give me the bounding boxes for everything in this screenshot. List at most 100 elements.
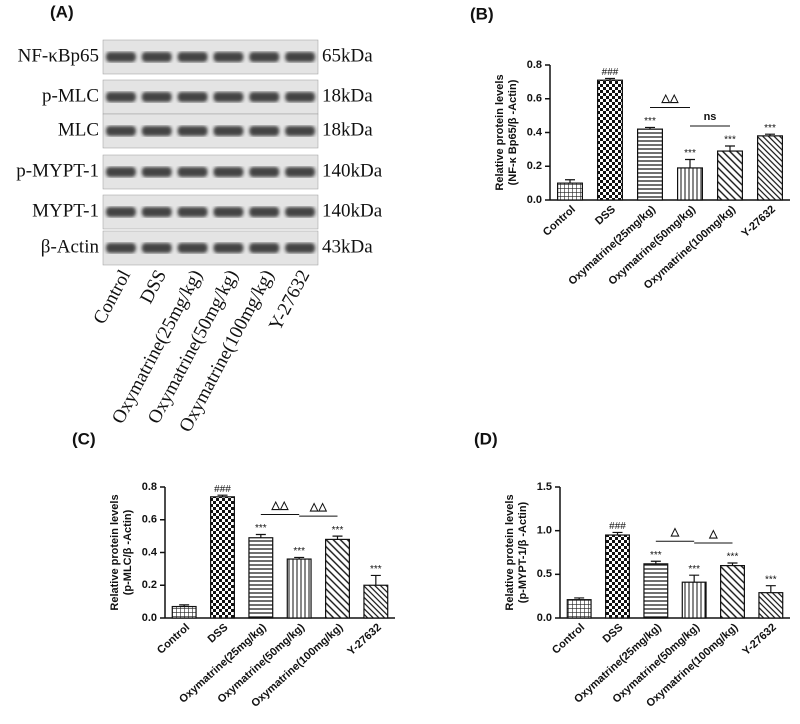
y-axis-title: (p-MLC/β -Actin): [122, 509, 134, 595]
panel-label: (D): [474, 429, 498, 448]
significance-label: ***: [684, 148, 696, 159]
bar: [605, 534, 630, 619]
significance-label: ***: [293, 546, 305, 557]
band: [141, 92, 172, 102]
x-tick-label: Y-27632: [345, 621, 383, 657]
protein-label: MYPT-1: [32, 200, 99, 221]
significance-label: ***: [765, 574, 777, 585]
band: [177, 167, 208, 177]
band: [177, 126, 208, 136]
y-axis-title: Relative protein levels: [504, 494, 516, 610]
y-axis-title: (NF-κ Bp65/β -Actin): [507, 79, 519, 185]
bar: [248, 537, 274, 619]
bar: [681, 581, 707, 619]
y-tick-label: 0.2: [142, 579, 157, 591]
x-tick-label: DSS: [593, 203, 618, 227]
y-tick-label: 0.2: [527, 160, 542, 172]
bar: [720, 564, 745, 619]
error-bar: [612, 531, 623, 536]
bar: [596, 79, 623, 201]
blot-strip: [102, 194, 319, 230]
size-label: 140kDa: [322, 200, 383, 221]
y-tick-label: 1.5: [537, 481, 552, 493]
protein-label: MLC: [58, 119, 99, 140]
bar: [756, 135, 783, 201]
band: [285, 207, 315, 217]
comparison-label: △△: [309, 501, 327, 513]
comparison-label: △: [708, 528, 718, 540]
band: [106, 126, 136, 136]
size-label: 140kDa: [322, 160, 383, 181]
blot-strip: [102, 154, 319, 190]
error-bar: [689, 574, 700, 583]
size-label: 18kDa: [322, 85, 373, 106]
error-bar: [255, 533, 266, 538]
significance-label: ***: [370, 564, 382, 575]
band: [213, 92, 244, 102]
error-bar: [725, 145, 735, 152]
band: [141, 167, 172, 177]
band: [141, 52, 172, 62]
y-axis-title: (p-MYPT-1/β -Actin): [517, 501, 529, 603]
y-axis-title: Relative protein levels: [109, 494, 121, 610]
band: [285, 167, 315, 177]
bar: [171, 605, 197, 619]
band: [213, 207, 244, 217]
band: [177, 207, 208, 217]
band: [249, 126, 280, 136]
band: [249, 92, 280, 102]
band: [249, 243, 280, 253]
band: [285, 126, 315, 136]
comparison-label: △: [670, 526, 680, 538]
y-axis-title: Relative protein levels: [494, 74, 506, 190]
band: [285, 243, 315, 253]
band: [249, 167, 280, 177]
band: [106, 52, 136, 62]
band: [141, 207, 172, 217]
error-bar: [650, 560, 661, 564]
panel-label: (A): [50, 2, 74, 21]
lane-label: DSS: [136, 267, 171, 308]
bar: [636, 128, 663, 201]
band: [177, 92, 208, 102]
panel-label: (B): [470, 4, 494, 23]
band: [285, 52, 315, 62]
comparison-label: ns: [704, 111, 717, 123]
error-bar: [574, 597, 585, 600]
band: [106, 243, 136, 253]
band: [285, 92, 315, 102]
y-tick-label: 0.0: [537, 612, 552, 624]
bar: [566, 599, 592, 619]
protein-label: p-MLC: [42, 85, 99, 106]
y-tick-label: 0.4: [527, 126, 543, 138]
error-bar: [370, 574, 381, 586]
band: [213, 126, 244, 136]
protein-label: p-MYPT-1: [16, 160, 99, 181]
error-bar: [332, 535, 343, 540]
band: [106, 92, 136, 102]
x-tick-label: Y-27632: [739, 203, 777, 239]
x-tick-label: Control: [155, 621, 192, 656]
x-tick-label: DSS: [206, 621, 231, 645]
band: [213, 52, 244, 62]
band: [249, 52, 280, 62]
blot-strip: [102, 79, 319, 115]
panel-label: (C): [72, 429, 96, 448]
y-tick-label: 0.0: [142, 612, 157, 624]
y-tick-label: 0.8: [142, 481, 157, 493]
error-bar: [765, 133, 775, 136]
size-label: 43kDa: [322, 236, 373, 257]
significance-label: ***: [332, 525, 344, 536]
y-tick-label: 0.4: [142, 546, 158, 558]
error-bar: [565, 179, 575, 184]
band: [213, 243, 244, 253]
error-bar: [179, 604, 190, 607]
bar: [758, 592, 784, 619]
band: [141, 126, 172, 136]
error-bar: [294, 556, 305, 560]
significance-label: ***: [727, 552, 739, 563]
significance-label: ***: [650, 550, 662, 561]
y-tick-label: 0.0: [527, 194, 542, 206]
band: [177, 52, 208, 62]
